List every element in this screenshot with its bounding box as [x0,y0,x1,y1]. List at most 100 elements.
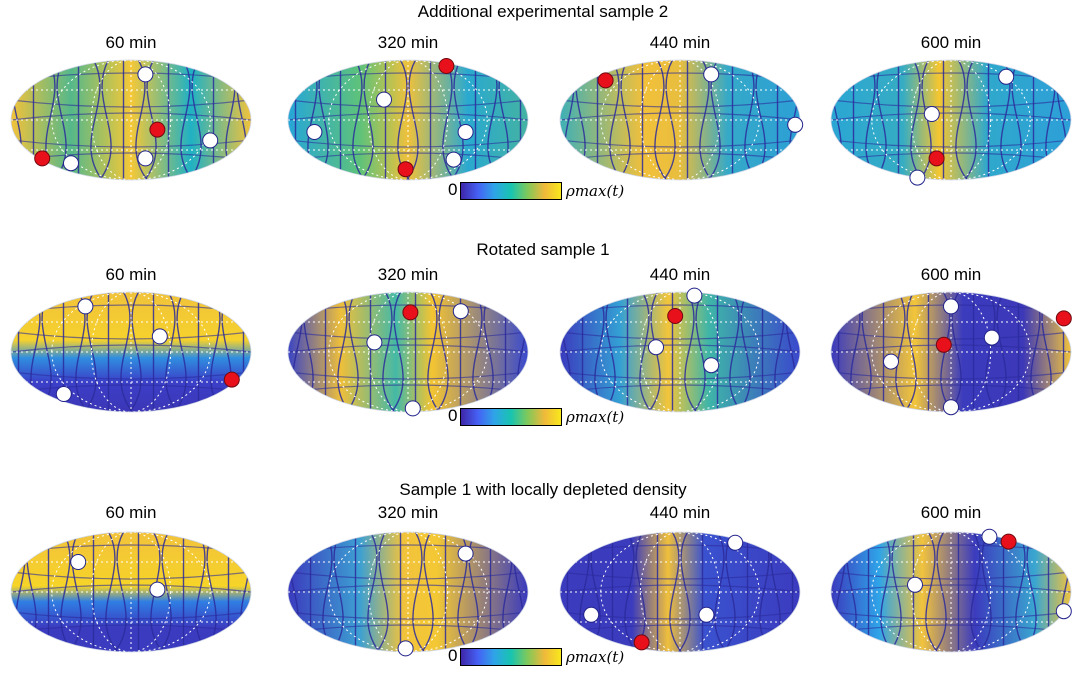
panel-time-label: 440 min [649,33,711,52]
streamline [925,532,938,652]
mollweide-panel [557,528,803,656]
streamline [472,292,485,412]
streamline [831,384,1071,393]
longitude-gridline [639,60,721,180]
map-outline [10,531,252,653]
mollweide-map [830,528,1072,653]
defect-marker-white [648,339,664,356]
panel-time-label: 320 min [377,265,439,284]
streamline [288,344,528,353]
panel-time-label: 440 min [649,503,711,522]
mollweide-panel [8,528,254,656]
mollweide-map [10,531,252,653]
defect-marker-white [137,66,154,83]
streamline [337,292,350,412]
mollweide-panel [557,287,803,416]
streamline [609,60,622,180]
defect-marker-red [402,304,419,321]
streamline [412,532,425,652]
defect-marker-white [703,357,720,374]
streamline [11,344,251,353]
defect-marker-white [943,399,959,416]
defect-marker-white [923,106,940,122]
mollweide-map [559,59,804,181]
streamline [60,532,73,652]
longitude-gridline [367,60,449,180]
defect-marker-white [55,386,72,402]
mollweide-map [559,287,801,413]
streamline [560,624,800,633]
defect-marker-white [998,68,1015,85]
panel-time-label: 60 min [105,265,157,284]
mollweide-panel [828,288,1074,416]
defect-marker-white [149,581,166,598]
row-title: Additional experimental sample 2 [417,2,669,21]
panel-time-label: 60 min [105,503,157,522]
colorbar-min-label: 0 [448,180,458,199]
defect-marker-white [703,66,720,83]
defect-marker-red [223,371,240,388]
longitude-gridline [871,532,1031,652]
mollweide-panel [285,528,531,657]
row-title: Sample 1 with locally depleted density [399,480,687,499]
defect-marker-white [686,287,703,304]
streamline [382,292,395,412]
defect-marker-red [438,58,455,74]
streamline [560,112,800,121]
longitude-gridline [910,292,992,412]
streamline [831,152,1071,161]
streamline [11,384,251,393]
streamline [955,60,968,180]
defect-marker-white [883,353,899,370]
longitude-gridline [90,60,172,180]
defect-marker-red [397,161,414,178]
streamline [288,624,528,633]
streamline [831,584,1071,593]
longitude-gridline [639,532,721,652]
colorbar [460,648,562,666]
colorbar [460,408,562,426]
row-title: Rotated sample 1 [476,240,610,259]
streamline [654,60,667,180]
map-outline [559,531,801,653]
streamline [11,624,251,633]
streamline [729,292,742,412]
streamline [560,584,800,593]
mollweide-panel [8,56,254,184]
mollweide-map [287,58,529,181]
panel-time-label: 600 min [920,33,982,52]
longitude-gridline [90,292,172,412]
defect-marker-white [457,124,474,140]
defect-marker-white [1055,603,1072,620]
longitude-gridline [871,292,1031,412]
streamline [1015,532,1028,652]
panel-time-label: 600 min [920,503,982,522]
defect-marker-red [633,634,650,651]
mollweide-map [830,59,1072,186]
defect-marker-white [983,329,1000,346]
colorbar-min-label: 0 [448,406,458,425]
colorbar-max-label: ρmax(t) [566,182,625,200]
defect-marker-white [306,124,323,140]
longitude-gridline [51,292,211,412]
map-outline [287,59,529,181]
defect-marker-red [34,150,51,167]
defect-marker-white [981,528,998,545]
streamline [669,532,682,652]
streamline [180,60,193,180]
defect-marker-white [397,640,414,657]
longitude-gridline [51,60,211,180]
defect-marker-white [63,155,79,172]
defect-marker-red [597,72,614,89]
defect-marker-red [149,121,166,138]
streamline [11,584,251,593]
defect-marker-white [583,606,600,623]
longitude-gridline [367,532,449,652]
mollweide-map [287,291,529,417]
defect-marker-white [151,328,168,345]
defect-marker-white [77,298,94,315]
streamline [11,112,251,121]
defect-marker-white [909,169,926,186]
longitude-gridline [910,60,992,180]
